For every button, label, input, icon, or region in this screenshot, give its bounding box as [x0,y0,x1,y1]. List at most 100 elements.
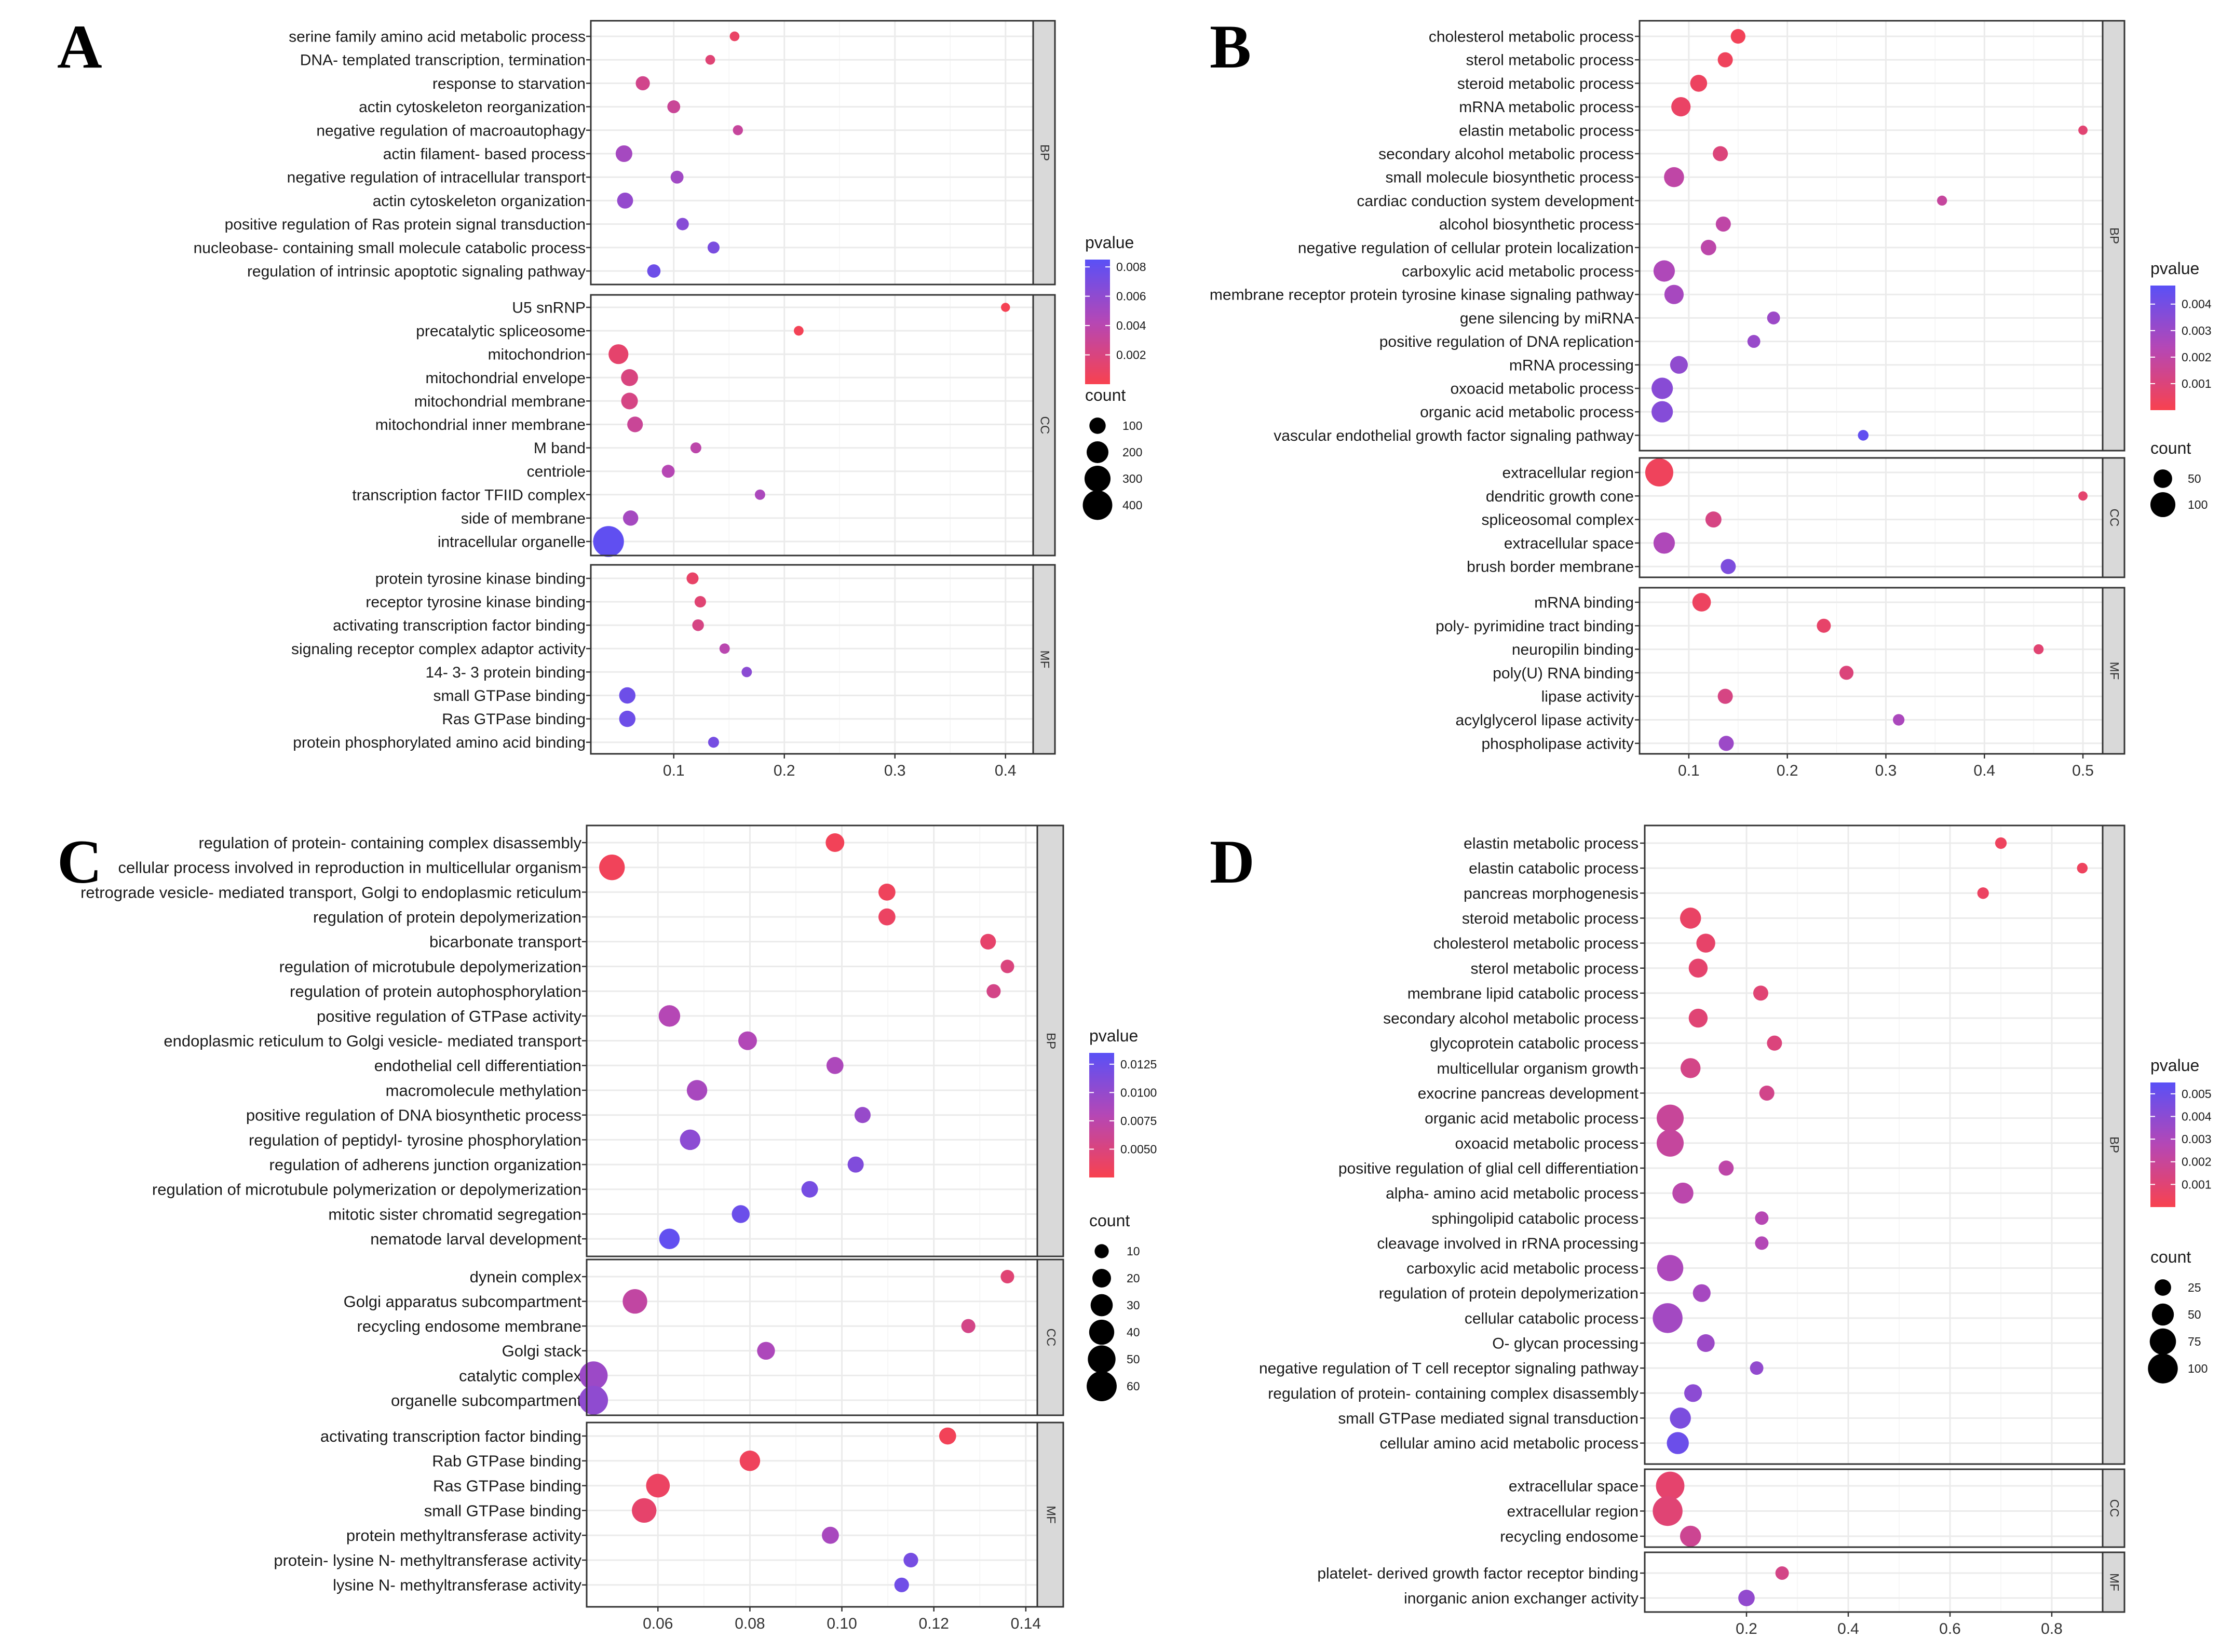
data-point [1738,1590,1755,1606]
term-label: DNA- templated transcription, terminatio… [300,52,586,69]
data-point [894,1577,909,1592]
term-label: O- glycan processing [1492,1335,1639,1352]
data-point [878,884,896,901]
term-label: sterol metabolic process [1471,960,1639,977]
colorbar-tick-label: 0.001 [2182,377,2212,390]
term-label: mitochondrion [488,346,586,363]
term-label: mRNA binding [1534,594,1634,612]
term-label: recycling endosome [1500,1528,1639,1546]
x-axis: 0.1 0.2 0.3 0.4 [663,754,1017,779]
term-label: gene silencing by miRNA [1460,310,1634,327]
term-label: organelle subcompartment [391,1391,581,1410]
term-label: positive regulation of GTPase activity [317,1007,582,1025]
facet-bp: cholesterol metabolic process sterol meta… [1210,20,2125,452]
x-axis: 0.2 0.4 0.6 0.8 [1736,1612,2063,1637]
data-point [794,326,804,336]
data-point [757,1342,775,1360]
count-legend-dot [2155,1279,2171,1296]
data-point [1892,714,1905,726]
data-point [632,1498,657,1523]
count-legend-label: 40 [1127,1325,1140,1339]
facet-strip [1036,1258,1064,1416]
term-label: protein- lysine N- methyltransferase act… [274,1551,581,1569]
facet-strip [1032,564,1056,755]
term-label: transcription factor TFIID complex [352,486,586,504]
term-label: regulation of microtubule polymerization… [152,1181,581,1199]
data-point [1775,1566,1789,1580]
term-label: Rab GTPase binding [432,1452,581,1470]
count-legend-dot [2151,1303,2174,1326]
data-point [826,1057,844,1074]
term-label: recycling endosome membrane [357,1317,582,1335]
data-point [579,1386,608,1415]
facet-strip-label: MF [1044,1506,1058,1524]
data-point [1817,618,1831,633]
pvalue-legend-title: pvalue [1085,233,1134,252]
data-point [667,100,681,114]
term-label: alpha- amino acid metabolic process [1386,1185,1639,1202]
data-point [1721,559,1736,574]
data-point [661,465,675,478]
data-point [1767,311,1780,324]
term-label: regulation of protein depolymerization [313,908,581,926]
term-label: mitochondrial membrane [414,393,586,410]
count-legend-label: 100 [2188,1362,2208,1375]
data-point [670,170,684,184]
term-label: small GTPase binding [424,1501,581,1520]
term-label: platelet- derived growth factor receptor… [1317,1565,1639,1582]
x-tick-label: 0.1 [1678,762,1700,779]
data-point [694,596,706,608]
data-point [878,908,896,926]
term-label: spliceosomal complex [1482,511,1634,529]
term-label: protein tyrosine kinase binding [375,571,586,588]
term-label: positive regulation of DNA biosynthetic … [246,1106,581,1125]
term-label: U5 snRNP [512,300,586,317]
x-tick-label: 0.5 [2072,762,2094,779]
term-label: 14- 3- 3 protein binding [425,664,586,681]
term-label: regulation of protein- containing comple… [198,834,581,852]
facet-strip [2102,587,2125,755]
data-point [1656,1471,1685,1500]
x-tick-label: 0.12 [919,1615,949,1632]
data-point [1715,216,1731,232]
facet-strip-label: BP [1044,1033,1058,1049]
data-point [622,1289,647,1314]
count-legend-dot [1090,1294,1113,1317]
colorbar-tick-label: 0.008 [1116,260,1146,274]
term-label: nematode larval development [370,1230,581,1248]
data-point [1653,260,1675,282]
data-point [708,737,719,748]
facet-mf: mRNA binding poly- pyrimidine tract bindi… [1436,587,2125,755]
data-point [1692,593,1711,612]
count-legend-label: 25 [2188,1281,2201,1294]
facet-mf: protein tyrosine kinase binding receptor … [291,564,1056,755]
facet-mf: platelet- derived growth factor receptor… [1317,1551,2125,1613]
term-label: Ras GTPase binding [433,1477,581,1495]
count-legend-dot [2154,469,2172,488]
term-label: activating transcription factor binding [333,617,586,634]
facet-strip [2102,20,2125,452]
data-point [659,1228,680,1249]
data-point [1670,1407,1691,1429]
term-label: negative regulation of cellular protein … [1298,239,1634,256]
term-label: cellular catabolic process [1465,1310,1639,1327]
data-point [1755,1211,1769,1225]
term-label: negative regulation of intracellular tra… [287,169,586,186]
term-label: regulation of protein depolymerization [1379,1285,1639,1302]
data-point [1000,1269,1014,1284]
data-point [686,572,699,585]
x-tick-label: 0.6 [1939,1620,1961,1637]
data-point [986,984,1001,998]
count-legend-label: 100 [2188,498,2208,511]
count-legend-dot [1084,465,1111,492]
x-tick-label: 0.3 [884,762,906,779]
count-legend-title: count [1085,386,1126,404]
term-label: steroid metabolic process [1457,75,1634,92]
count-legend: count 100 200 300 400 [1082,386,1142,520]
facet-strip-label: CC [2107,509,2121,527]
count-legend-dot [2149,1328,2176,1355]
facet-strip [2102,457,2125,578]
data-point [1750,1361,1764,1375]
